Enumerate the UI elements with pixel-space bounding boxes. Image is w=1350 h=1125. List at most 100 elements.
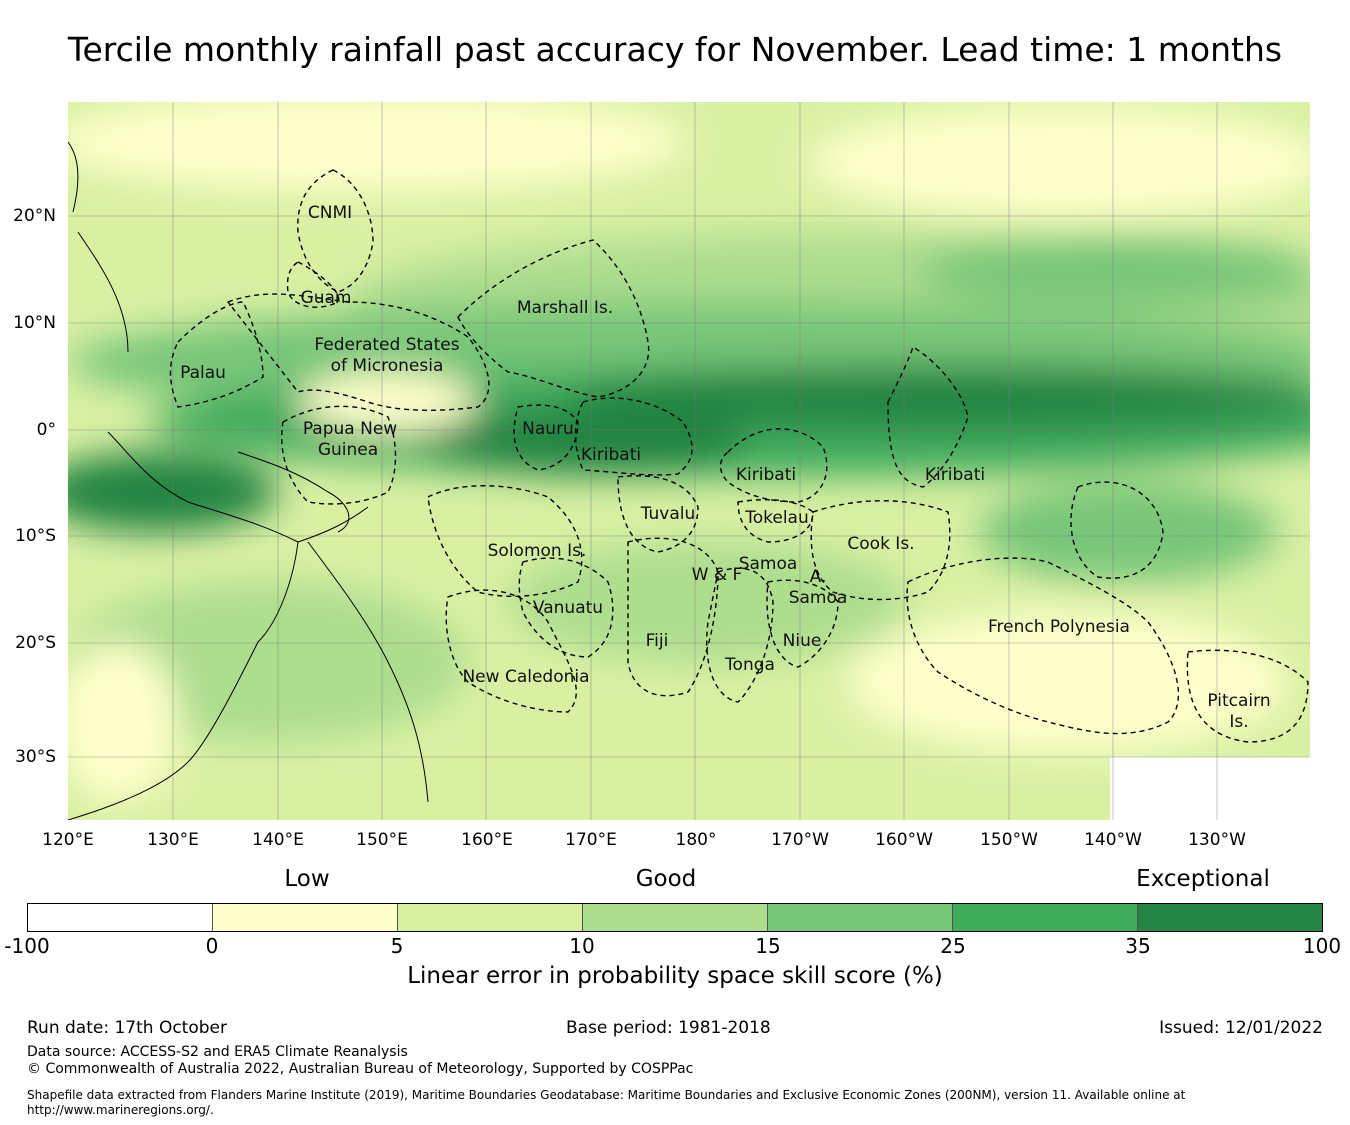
- eez-niue: [766, 579, 839, 668]
- label-pitcairn-1: Pitcairn: [1207, 691, 1270, 711]
- label-fsm-2: of Micronesia: [331, 356, 444, 376]
- exceptional-band-east: [568, 365, 1310, 429]
- mid-skill-patch-se: [978, 482, 1278, 582]
- label-cnmi: CNMI: [308, 203, 352, 223]
- label-samoa: Samoa: [739, 554, 798, 574]
- low-skill-patch-northeast: [808, 107, 1310, 217]
- lon-tick: 160°W: [875, 830, 933, 850]
- eez-tokelau: [737, 499, 814, 543]
- skill-field: [68, 102, 1310, 802]
- eez-fiji: [627, 537, 719, 697]
- legend-category-low: Low: [284, 866, 330, 892]
- low-skill-patch-micronesia: [298, 372, 478, 432]
- colorbar: [27, 903, 1323, 932]
- colorbar-segment: [583, 904, 768, 931]
- lon-tick: 120°E: [42, 830, 94, 850]
- label-marshall: Marshall Is.: [517, 298, 613, 318]
- lat-tick: 0°: [36, 420, 56, 440]
- colorbar-tick: 5: [390, 934, 404, 958]
- colorbar-tick: 10: [569, 934, 595, 958]
- lat-tick: 10°N: [13, 313, 56, 333]
- australia-east-coast: [68, 541, 299, 820]
- colorbar-tick: 0: [205, 934, 219, 958]
- mid-skill-patch-south: [508, 542, 908, 662]
- eez-cnmi: [297, 169, 374, 293]
- eez-cook: [810, 500, 951, 601]
- low-skill-patch-australia: [68, 642, 178, 802]
- mid-skill-patch-ne: [918, 237, 1310, 307]
- eez-solomon: [427, 485, 583, 598]
- map-canvas: CNMI Guam Marshall Is. Federated States …: [68, 102, 1310, 820]
- base-period: Base period: 1981-2018: [566, 1018, 771, 1038]
- legend-category-exceptional: Exceptional: [1136, 866, 1270, 892]
- eez-french-polynesia: [906, 557, 1180, 735]
- asia-coast: [68, 141, 129, 353]
- copyright: © Commonwealth of Australia 2022, Austra…: [27, 1061, 694, 1077]
- label-pitcairn-2: Is.: [1229, 712, 1248, 732]
- lon-tick: 170°W: [771, 830, 829, 850]
- lat-tick: 20°S: [15, 633, 56, 653]
- region-labels: CNMI Guam Marshall Is. Federated States …: [180, 203, 1271, 732]
- coastlines: [68, 141, 429, 820]
- colorbar-segment: [768, 904, 953, 931]
- label-png-2: Guinea: [318, 440, 378, 460]
- lon-tick: 170°E: [565, 830, 617, 850]
- colorbar-segment: [1138, 904, 1322, 931]
- label-nauru: Nauru: [522, 419, 574, 439]
- issued-date: Issued: 12/01/2022: [1159, 1018, 1323, 1038]
- colorbar-tick: 100: [1302, 934, 1342, 958]
- label-tokelau: Tokelau: [744, 508, 809, 528]
- eez-nauru: [513, 404, 579, 471]
- lon-tick: 150°E: [356, 830, 408, 850]
- label-wf: W & F: [692, 565, 743, 585]
- lon-tick: 150°W: [980, 830, 1038, 850]
- lon-tick: 180°: [675, 830, 717, 850]
- colorbar-segment: [28, 904, 213, 931]
- label-fiji: Fiji: [646, 631, 669, 651]
- colorbar-tick: 15: [755, 934, 781, 958]
- lat-tick: 20°N: [13, 206, 56, 226]
- colorbar-segment: [213, 904, 398, 931]
- colorbar-tick: 25: [940, 934, 966, 958]
- label-kiribati-2: Kiribati: [736, 465, 796, 485]
- coral-coast: [307, 541, 429, 803]
- label-kiribati-1: Kiribati: [581, 445, 641, 465]
- label-fsm-1: Federated States: [314, 335, 459, 355]
- eez-new-caledonia: [445, 589, 577, 713]
- colorbar-label: Linear error in probability space skill …: [407, 963, 943, 989]
- label-niue: Niue: [783, 631, 822, 651]
- lat-tick: 10°S: [15, 526, 56, 546]
- eez-kiribati-line: [887, 345, 969, 488]
- colorbar-tick: -100: [4, 934, 50, 958]
- label-png-1: Papua New: [303, 419, 397, 439]
- chart-title: Tercile monthly rainfall past accuracy f…: [67, 30, 1283, 69]
- lat-tick: 30°S: [15, 747, 56, 767]
- lon-tick: 130°E: [147, 830, 199, 850]
- low-skill-patch-north: [68, 102, 688, 192]
- label-am-samoa-2: Samoa: [789, 588, 848, 608]
- label-cook: Cook Is.: [847, 534, 914, 554]
- label-am-samoa-1: A.: [810, 567, 827, 587]
- label-tonga: Tonga: [724, 655, 775, 675]
- label-guam: Guam: [301, 288, 352, 308]
- label-tuvalu: Tuvalu: [640, 504, 696, 524]
- new-guinea-coast: [237, 451, 350, 533]
- exceptional-band-central: [428, 408, 748, 476]
- colorbar-tick: 35: [1125, 934, 1151, 958]
- gridlines: [68, 102, 1310, 820]
- eez-fsm: [226, 293, 490, 411]
- label-vanuatu: Vanuatu: [533, 598, 603, 618]
- legend-category-good: Good: [635, 866, 697, 892]
- shapefile-credit-1: Shapefile data extracted from Flanders M…: [27, 1088, 1186, 1102]
- label-palau: Palau: [180, 363, 226, 383]
- colorbar-segment: [398, 904, 583, 931]
- eez-vanuatu: [518, 557, 614, 658]
- lon-tick: 160°E: [461, 830, 513, 850]
- low-skill-patch-south: [848, 612, 1288, 752]
- skill-map: CNMI Guam Marshall Is. Federated States …: [68, 102, 1310, 820]
- eez-boundaries: [169, 169, 1309, 743]
- eez-pitcairn: [1186, 649, 1309, 743]
- eez-marquesas: [1070, 481, 1164, 579]
- eez-palau: [169, 301, 264, 408]
- label-new-caledonia: New Caledonia: [462, 667, 589, 687]
